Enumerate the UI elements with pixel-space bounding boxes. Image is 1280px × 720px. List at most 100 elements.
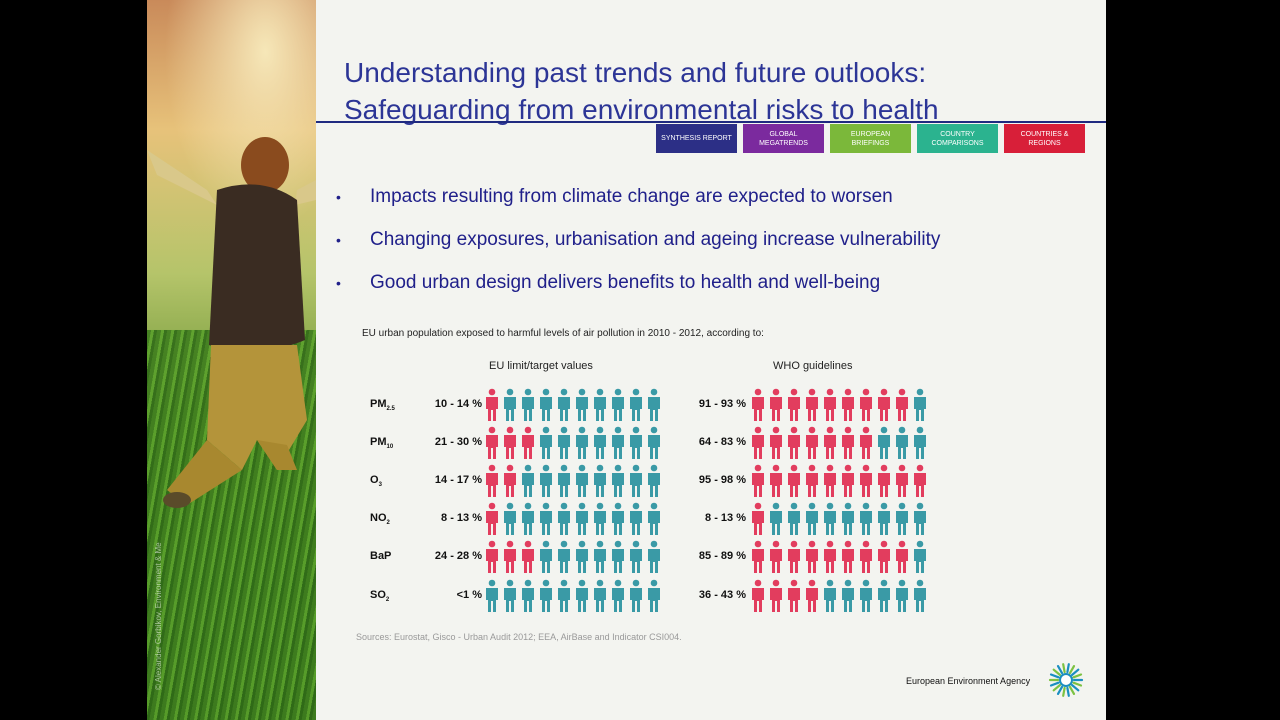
who-pictogram — [750, 579, 928, 613]
tab-european-briefings[interactable]: European briefings — [830, 124, 911, 153]
pollutant-label: O3 — [370, 474, 382, 488]
eu-pictogram — [484, 540, 662, 574]
pollutant-name: PM — [370, 398, 387, 410]
pollutant-label: SO2 — [370, 589, 389, 603]
person-figure-icon — [842, 426, 854, 459]
person-figure-icon — [558, 388, 570, 421]
pollutant-subscript: 2.5 — [386, 406, 395, 413]
person-figure-icon — [504, 388, 516, 421]
person-figure-icon — [594, 388, 606, 421]
eu-pictogram — [484, 579, 662, 613]
person-figure-icon — [612, 464, 624, 497]
person-figure-icon — [612, 579, 624, 612]
person-figure-icon — [612, 502, 624, 535]
person-figure-icon — [630, 388, 642, 421]
who-percentage: 85 - 89 % — [698, 550, 746, 562]
person-figure-icon — [594, 464, 606, 497]
pollutant-subscript: 3 — [378, 482, 382, 489]
person-figure-icon — [788, 464, 800, 497]
person-figure-icon — [806, 579, 818, 612]
person-figure-icon — [788, 426, 800, 459]
pollutant-name: NO — [370, 512, 387, 524]
pollutant-label: NO2 — [370, 512, 390, 526]
person-figure-icon — [504, 426, 516, 459]
person-figure-icon — [806, 426, 818, 459]
pollutant-label: PM10 — [370, 436, 393, 450]
pollutant-name: O — [370, 474, 379, 486]
person-figure-icon — [576, 502, 588, 535]
eu-pictogram — [484, 464, 662, 498]
person-figure-icon — [648, 426, 660, 459]
person-figure-icon — [576, 579, 588, 612]
person-figure-icon — [752, 464, 764, 497]
person-figure-icon — [770, 540, 782, 573]
tab-country-comparisons[interactable]: Country comparisons — [917, 124, 998, 153]
person-figure-icon — [522, 464, 534, 497]
person-figure-icon — [486, 579, 498, 612]
eu-percentage: 14 - 17 % — [434, 474, 482, 486]
who-pictogram — [750, 464, 928, 498]
person-figure-icon — [914, 579, 926, 612]
person-figure-icon — [770, 464, 782, 497]
eu-pictogram — [484, 426, 662, 460]
person-figure-icon — [540, 502, 552, 535]
eu-percentage: 8 - 13 % — [441, 512, 482, 524]
person-figure-icon — [612, 388, 624, 421]
person-figure-icon — [504, 540, 516, 573]
person-figure-icon — [878, 388, 890, 421]
tab-global-megatrends[interactable]: Global megatrends — [743, 124, 824, 153]
person-figure-icon — [630, 540, 642, 573]
pollutant-subscript: 2 — [385, 597, 390, 604]
slide: Understanding past trends and future out… — [316, 0, 1106, 720]
person-figure-icon — [486, 388, 498, 421]
person-figure-icon — [630, 502, 642, 535]
pollutant-name: SO — [370, 589, 386, 601]
eu-percentage: 24 - 28 % — [434, 550, 482, 562]
person-figure-icon — [878, 540, 890, 573]
column-header-who: WHO guidelines — [773, 360, 853, 372]
person-figure-icon — [594, 540, 606, 573]
who-percentage: 95 - 98 % — [698, 474, 746, 486]
person-figure-icon — [860, 502, 872, 535]
eu-pictogram — [484, 502, 662, 536]
who-pictogram — [750, 426, 928, 460]
person-figure-icon — [540, 426, 552, 459]
person-figure-icon — [576, 388, 588, 421]
person-figure-icon — [788, 502, 800, 535]
pollutant-name: BaP — [370, 550, 392, 562]
title-line-1: Understanding past trends and future out… — [344, 57, 927, 88]
person-figure-icon — [752, 502, 764, 535]
person-figure-icon — [522, 388, 534, 421]
person-figure-icon — [540, 540, 552, 573]
person-figure-icon — [824, 464, 836, 497]
person-figure-icon — [522, 579, 534, 612]
person-figure-icon — [842, 502, 854, 535]
person-figure-icon — [752, 540, 764, 573]
person-figure-icon — [612, 426, 624, 459]
person-figure-icon — [648, 388, 660, 421]
person-figure-icon — [842, 540, 854, 573]
person-figure-icon — [806, 502, 818, 535]
eea-logo-icon — [1048, 663, 1084, 697]
person-figure-icon — [806, 540, 818, 573]
person-figure-icon — [896, 426, 908, 459]
person-figure-icon — [842, 579, 854, 612]
person-figure-icon — [648, 579, 660, 612]
person-figure-icon — [896, 540, 908, 573]
person-figure-icon — [896, 502, 908, 535]
person-figure-icon — [770, 502, 782, 535]
person-figure-icon — [788, 388, 800, 421]
person-figure-icon — [486, 540, 498, 573]
who-percentage: 8 - 13 % — [705, 512, 746, 524]
pollutant-label: PM2.5 — [370, 398, 395, 412]
bullet-urban-design: Good urban design delivers benefits to h… — [336, 268, 940, 311]
tab-countries-regions[interactable]: Countries & regions — [1004, 124, 1085, 153]
tab-synthesis-report[interactable]: Synthesis report — [656, 124, 737, 153]
jumping-person-image — [147, 137, 316, 508]
title-line-2: Safeguarding from environmental risks to… — [344, 94, 939, 125]
category-tabs: Synthesis report Global megatrends Europ… — [656, 124, 1085, 153]
person-figure-icon — [860, 388, 872, 421]
eu-percentage: 21 - 30 % — [434, 436, 482, 448]
person-figure-icon — [824, 426, 836, 459]
column-header-eu: EU limit/target values — [489, 360, 593, 372]
